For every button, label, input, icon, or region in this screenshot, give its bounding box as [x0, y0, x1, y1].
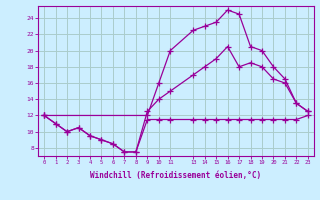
X-axis label: Windchill (Refroidissement éolien,°C): Windchill (Refroidissement éolien,°C) — [91, 171, 261, 180]
